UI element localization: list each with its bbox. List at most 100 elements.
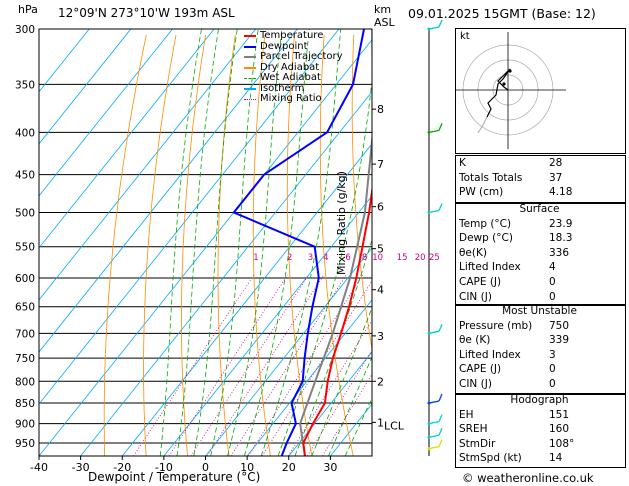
hodograph-index-row: StmSpd (kt) 14 bbox=[459, 452, 563, 465]
hodograph-index-row: StmDir 108° bbox=[459, 437, 575, 450]
dry-adiabat-line bbox=[252, 34, 271, 456]
legend-item: Isotherm bbox=[244, 82, 343, 95]
mixing-ratio-label: 2 bbox=[287, 253, 292, 263]
legend-label: Mixing Ratio bbox=[260, 93, 322, 104]
skew-t-diagram: 1 2 3 4 6 8 10 15 20 25 3003504004505005506006507… bbox=[15, 19, 455, 474]
pressure-tick-label: 550 bbox=[15, 242, 35, 254]
x-tick-label: 10 bbox=[240, 461, 254, 474]
wind-barb bbox=[428, 330, 440, 334]
km-tick-label: 3 bbox=[377, 330, 384, 343]
surface-row: Lifted Index 4 bbox=[459, 261, 556, 274]
pressure-tick-label: 300 bbox=[15, 24, 35, 36]
indices-row: K 28 bbox=[459, 157, 563, 169]
mixing-ratio-line bbox=[247, 274, 363, 456]
legend-item: Dry Adiabat bbox=[244, 61, 343, 74]
dewpoint-line bbox=[232, 29, 365, 456]
dry-adiabat-line bbox=[443, 35, 455, 456]
surface-row: CAPE (J) 0 bbox=[459, 275, 556, 288]
mixing-ratio-axis-label: Mixing Ratio (g/kg) bbox=[335, 171, 348, 275]
mixing-ratio-label: 15 bbox=[397, 253, 408, 263]
x-tick-label: 30 bbox=[323, 461, 337, 474]
mixing-ratio-label: 10 bbox=[372, 253, 383, 263]
mixing-ratio-label: 4 bbox=[323, 253, 328, 263]
station-location: 12°09'N 273°10'W 193m ASL bbox=[58, 6, 235, 20]
km-tick-label: 6 bbox=[377, 201, 384, 214]
legend-label: Temperature bbox=[260, 30, 324, 41]
isotherm-line bbox=[39, 39, 372, 456]
wet-adiabat-line bbox=[176, 29, 219, 456]
mixing-ratio-label: 3 bbox=[308, 253, 313, 263]
legend-swatch bbox=[244, 45, 256, 48]
wet-adiabat-line bbox=[210, 29, 259, 456]
forecast-date: 09.01.2025 15GMT (Base: 12) bbox=[408, 6, 596, 21]
x-tick-label: -20 bbox=[113, 461, 131, 474]
most-unstable-title: Most Unstable bbox=[502, 305, 577, 317]
isotherm-line bbox=[39, 29, 340, 405]
legend-swatch bbox=[244, 87, 256, 90]
mixing-ratio-line bbox=[287, 319, 372, 456]
x-tick-label: -10 bbox=[155, 461, 173, 474]
surface-title: Surface bbox=[519, 203, 560, 215]
temperature-line bbox=[302, 184, 372, 456]
pressure-tick-label: 900 bbox=[15, 419, 35, 431]
pressure-tick-label: 600 bbox=[15, 273, 35, 285]
legend-label: Dry Adiabat bbox=[260, 61, 320, 73]
dry-adiabat-line bbox=[351, 34, 372, 351]
hodograph-index-title: Hodograph bbox=[510, 394, 569, 406]
hodograph-point bbox=[502, 82, 506, 86]
wind-barb-dot bbox=[427, 435, 431, 439]
legend-item: Mixing Ratio bbox=[244, 93, 343, 105]
hpa-unit-label: hPa bbox=[18, 3, 38, 16]
indices-row: PW (cm) 4.18 bbox=[459, 186, 573, 199]
mixing-ratio-label: 1 bbox=[253, 253, 258, 263]
copyright: © weatheronline.co.uk bbox=[462, 471, 594, 485]
wind-barb-dot bbox=[427, 130, 431, 134]
lcl-label: LCL bbox=[384, 419, 405, 432]
hodograph-index-box bbox=[455, 394, 626, 468]
wind-barb bbox=[428, 400, 440, 404]
pressure-tick-label: 400 bbox=[15, 127, 35, 139]
isotherm-line bbox=[39, 29, 132, 145]
km-tick-label: 2 bbox=[377, 375, 384, 388]
pressure-tick-label: 500 bbox=[15, 207, 35, 219]
wet-adiabat-line bbox=[328, 355, 372, 456]
hodograph-index-table: Hodograph EH 151 SREH 160 StmDir 108° StmSp… bbox=[455, 394, 624, 467]
surface-row: CIN (J) 0 bbox=[459, 290, 556, 303]
dry-adiabat-line bbox=[413, 35, 455, 456]
isotherm-line bbox=[163, 195, 372, 456]
legend-label: Dewpoint bbox=[260, 40, 308, 52]
km-tick-label: 7 bbox=[377, 158, 384, 171]
surface-row: Dewp (°C) 18.3 bbox=[459, 232, 573, 245]
dry-adiabat-line bbox=[103, 34, 147, 456]
pressure-tick-label: 350 bbox=[15, 79, 35, 91]
legend-swatch bbox=[244, 66, 256, 69]
dry-adiabat-line bbox=[181, 34, 206, 456]
hodograph-plot bbox=[456, 32, 566, 149]
hodograph-point bbox=[508, 69, 512, 73]
dry-adiabat-line bbox=[383, 35, 436, 456]
legend-label: Isotherm bbox=[260, 82, 305, 94]
wind-barb bbox=[428, 129, 440, 133]
mixing-ratio-line bbox=[206, 274, 325, 456]
hodograph-index-row: SREH 160 bbox=[459, 423, 570, 436]
wind-barb-dot bbox=[427, 210, 431, 214]
x-tick-label: 20 bbox=[282, 461, 296, 474]
legend-item: Dewpoint bbox=[244, 40, 343, 53]
indices-table: K 28 Totals Totals 37 PW (cm) 4.18 bbox=[455, 157, 624, 201]
wet-adiabat-line bbox=[277, 77, 372, 456]
isotherm-line bbox=[80, 91, 372, 456]
legend: Temperature Dewpoint Parcel Trajectory Dry … bbox=[244, 30, 343, 105]
legend-label: Wet Adiabat bbox=[260, 72, 321, 83]
wet-adiabat-line bbox=[294, 238, 372, 456]
wind-barb-flag bbox=[438, 19, 443, 28]
most-unstable-row: CIN (J) 0 bbox=[459, 377, 556, 390]
legend-item: Parcel Trajectory bbox=[244, 51, 343, 63]
wind-barb-flag bbox=[438, 393, 443, 402]
km-tick-label: 4 bbox=[377, 284, 384, 297]
mixing-ratio-line bbox=[230, 274, 347, 456]
wind-barb-dot bbox=[427, 331, 431, 335]
hodograph-panel: kt bbox=[455, 28, 626, 154]
surface-box bbox=[455, 202, 626, 305]
indices-box bbox=[455, 155, 626, 204]
wind-barb bbox=[428, 434, 440, 438]
